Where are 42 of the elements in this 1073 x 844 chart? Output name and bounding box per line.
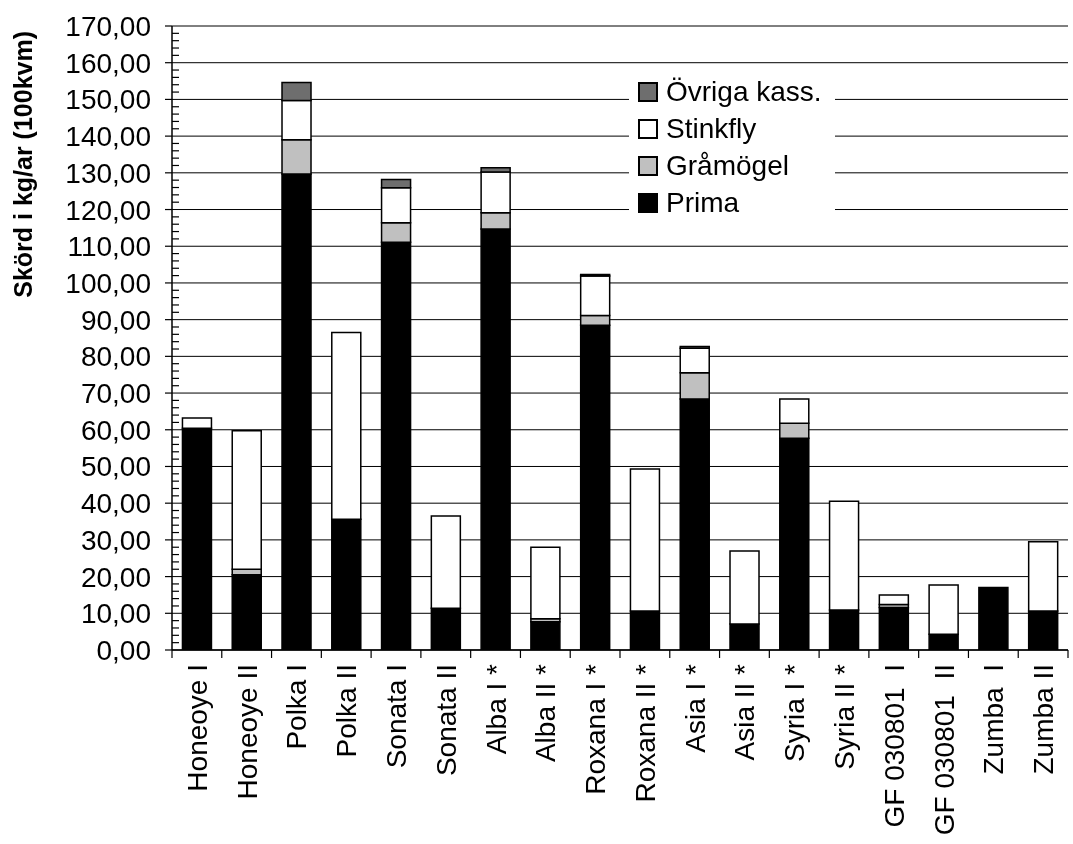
- x-tick-label: GF 030801 II: [928, 664, 960, 836]
- y-tick-label: 70,00: [80, 377, 151, 409]
- legend-label: Gråmögel: [666, 149, 789, 182]
- x-tick-label: GF 030801 I: [878, 664, 910, 828]
- legend-label: Stinkfly: [666, 112, 757, 145]
- legend-label: Prima: [666, 186, 740, 219]
- y-tick-label: 30,00: [80, 524, 151, 556]
- x-tick-label: Zumba II: [1027, 664, 1059, 775]
- y-tick-label: 150,00: [65, 83, 151, 115]
- x-tick-label: Syria I *: [778, 663, 810, 763]
- x-tick-label: Alba II *: [529, 663, 561, 763]
- y-tick-label: 100,00: [65, 267, 151, 299]
- x-tick-label: Honeoye II: [231, 664, 263, 800]
- y-tick-label: 50,00: [80, 450, 151, 482]
- x-tick-label: Sonata I: [380, 664, 412, 769]
- x-tick-label: Asia II *: [728, 663, 760, 761]
- x-tick-label: Syria II *: [828, 663, 860, 770]
- legend-label: Övriga kass.: [666, 75, 822, 108]
- x-tick-label: Roxana II *: [629, 663, 661, 803]
- x-tick-label: Alba I *: [480, 663, 512, 755]
- y-axis-title: Skörd i kg/ar (100kvm): [9, 31, 37, 298]
- y-tick-label: 160,00: [65, 47, 151, 79]
- bar: [878, 594, 910, 606]
- y-tick-label: 140,00: [65, 120, 151, 152]
- y-tick-label: 40,00: [80, 487, 151, 519]
- y-tick-label: 170,00: [65, 10, 151, 42]
- x-tick-label: Honeoye I: [181, 664, 213, 792]
- y-tick-label: 60,00: [80, 414, 151, 446]
- x-tick-label: Polka II: [330, 664, 362, 758]
- y-tick-label: 10,00: [80, 597, 151, 629]
- y-tick-label: 20,00: [80, 561, 151, 593]
- x-tick-label: Zumba I: [977, 664, 1009, 775]
- y-tick-label: 0,00: [96, 634, 151, 666]
- y-tick-label: 110,00: [67, 230, 151, 262]
- y-tick-label: 130,00: [65, 157, 151, 189]
- x-tick-label: Sonata II: [430, 664, 462, 777]
- x-tick-label: Roxana I *: [579, 663, 611, 795]
- x-tick-label: Polka I: [280, 664, 312, 750]
- y-tick-label: 80,00: [80, 340, 151, 372]
- y-tick-label: 120,00: [65, 194, 151, 226]
- x-tick-label: Asia I *: [679, 663, 711, 753]
- y-tick-label: 90,00: [80, 304, 151, 336]
